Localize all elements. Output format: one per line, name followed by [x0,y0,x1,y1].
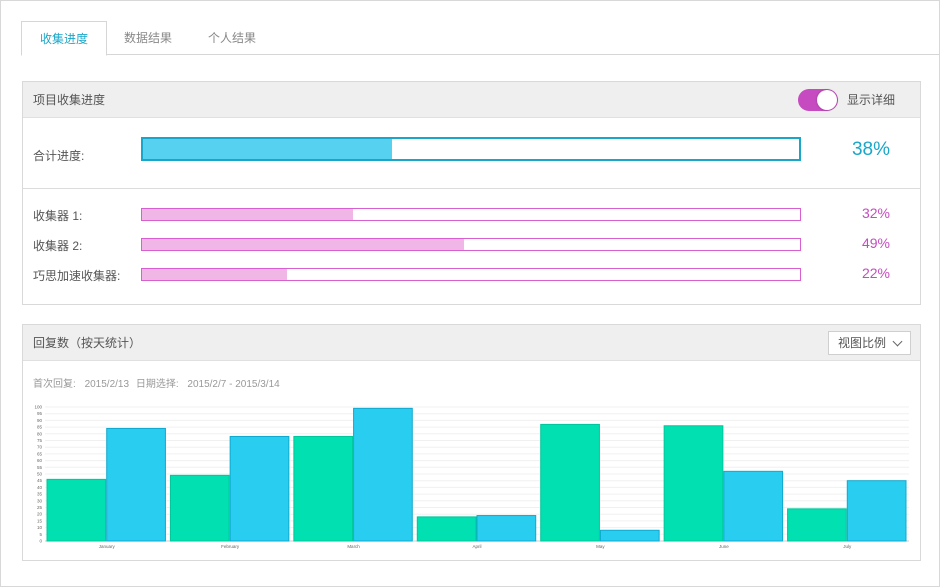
tab-personal-results[interactable]: 个人结果 [207,31,256,45]
date-range-label: 日期选择: [135,379,179,390]
toggle-knob [817,90,837,110]
progress-panel-header: 项目收集进度 显示详细 [23,82,920,118]
bar [723,470,784,542]
collector-progress-fill [142,269,287,280]
x-tick-label: May [596,544,605,549]
y-tick-label: 65 [37,451,43,456]
collector-row: 巧思加速收集器: 22% [23,263,920,285]
total-progress-fill [143,139,393,159]
chevron-down-icon [892,336,903,347]
x-tick-label: February [221,544,240,549]
first-reply-label: 首次回复: [33,379,76,390]
y-tick-label: 10 [37,525,43,530]
y-tick-label: 55 [37,465,43,470]
total-progress-row: 合计进度: 38% [23,119,920,189]
bar [599,529,660,542]
tab-collection-progress[interactable]: 收集进度 [21,21,107,56]
total-progress-bar [141,137,801,161]
progress-panel-title: 项目收集进度 [33,93,106,107]
bar [169,474,230,542]
y-tick-label: 35 [37,492,43,497]
bar [787,508,847,542]
tab-data-results[interactable]: 数据结果 [123,31,172,45]
y-tick-label: 45 [37,478,43,483]
date-range-value: 2015/2/7 - 2015/3/14 [187,379,280,390]
y-tick-label: 0 [39,539,42,544]
bar [663,425,724,542]
view-ratio-value: 视图比例 [838,336,887,350]
bar [293,435,354,542]
y-tick-label: 80 [37,431,43,436]
tab-bar: 收集进度 数据结果 个人结果 [21,21,939,56]
bar [106,427,166,542]
x-tick-label: June [719,544,729,549]
x-tick-label: April [472,544,481,549]
y-tick-label: 90 [37,418,43,423]
y-tick-label: 25 [37,505,43,510]
y-tick-label: 100 [34,405,42,410]
y-tick-label: 50 [37,472,43,477]
responses-meta: 首次回复: 2015/2/13 日期选择: 2015/2/7 - 2015/3/… [33,375,280,390]
bar [416,516,477,542]
collector-progress-fill [142,209,353,220]
collector-progress-bar [141,268,801,281]
x-tick-label: March [347,544,360,549]
x-tick-label: January [99,544,116,549]
y-tick-label: 40 [37,485,43,490]
bar [476,515,537,542]
y-tick-label: 75 [37,438,43,443]
collector-progress-fill [142,239,465,250]
collector-row: 收集器 2: 49% [23,233,920,255]
collector-percent: 22% [861,265,890,281]
responses-panel: 回复数（按天统计） 视图比例 首次回复: 2015/2/13 日期选择: 201… [22,324,921,561]
collector-percent: 49% [861,235,890,251]
collector-label: 收集器 2: [33,239,83,253]
bar [846,480,907,542]
progress-panel: 项目收集进度 显示详细 合计进度: 38% 收集器 1: 32% 收集器 2: … [22,81,921,305]
bar [46,478,107,542]
collector-row: 收集器 1: 32% [23,203,920,225]
responses-panel-title: 回复数（按天统计） [33,336,142,350]
view-ratio-select[interactable]: 视图比例 [828,331,911,355]
bar [353,407,413,542]
y-tick-label: 70 [37,445,43,450]
y-tick-label: 95 [37,411,43,416]
x-tick-label: July [843,544,852,549]
y-tick-label: 15 [37,518,43,523]
collector-label: 巧思加速收集器: [33,269,121,283]
y-tick-label: 60 [37,458,43,463]
responses-panel-header: 回复数（按天统计） 视图比例 [23,325,920,361]
show-details-toggle[interactable] [798,89,838,111]
collector-percent: 32% [861,205,890,221]
collector-label: 收集器 1: [33,209,83,223]
total-progress-percent: 38% [851,139,890,160]
bar [540,423,600,542]
collector-progress-bar [141,238,801,251]
y-tick-label: 30 [37,498,43,503]
y-tick-label: 85 [37,425,43,430]
responses-bar-chart: 0510152025303540455055606570758085909510… [34,405,909,549]
show-details-label: 显示详细 [847,93,896,107]
bar [229,435,290,542]
collector-progress-bar [141,208,801,221]
total-progress-label: 合计进度: [33,149,85,163]
y-tick-label: 5 [39,532,42,537]
first-reply-date: 2015/2/13 [84,379,130,390]
y-tick-label: 20 [37,512,43,517]
